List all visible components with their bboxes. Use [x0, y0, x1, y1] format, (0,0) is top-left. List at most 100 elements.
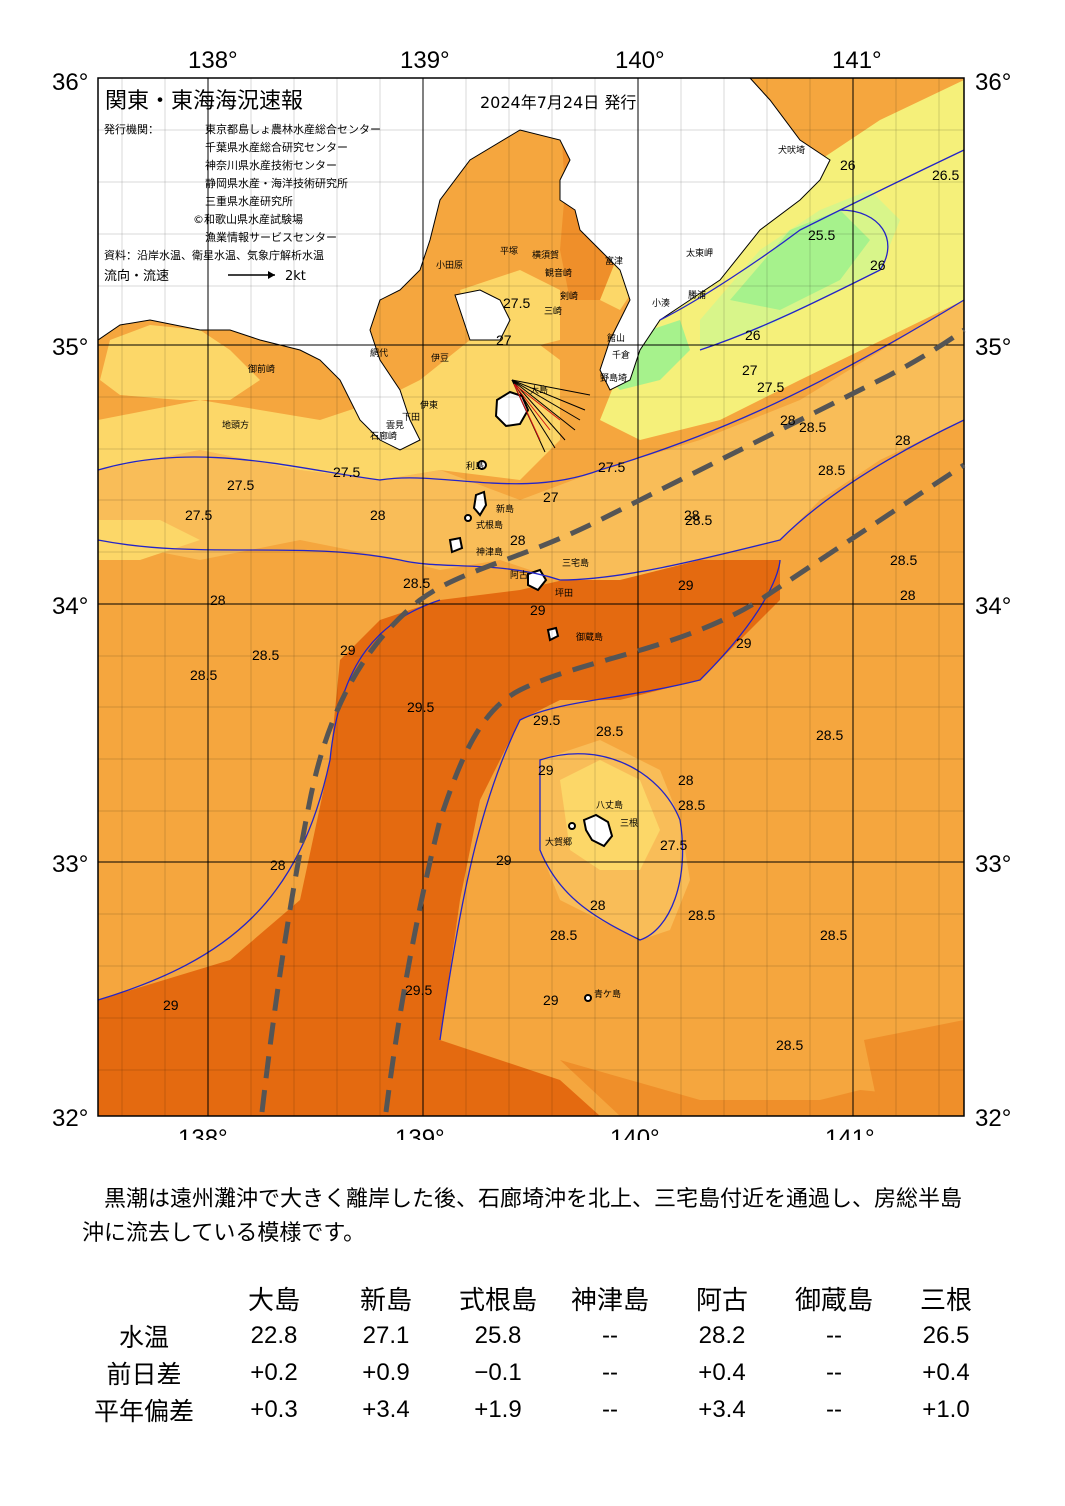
- isotherm-label: 29: [163, 997, 179, 1013]
- issuer-1: 東京都島しょ農林水産総合センター: [205, 122, 381, 136]
- site-header: 式根島: [458, 1286, 537, 1316]
- issuer-7: 漁業情報サービスセンター: [205, 230, 337, 244]
- isotherm-label: 28: [895, 432, 911, 448]
- place-label: 犬吠埼: [778, 144, 805, 156]
- issuer-label: 発行機関：: [104, 122, 159, 136]
- issuer-5: 三重県水産研究所: [205, 194, 293, 208]
- kuroshio-summary: 黒潮は遠州灘沖で大きく離岸した後、石廊埼沖を北上、三宅島付近を通過し、房総半島沖…: [82, 1187, 963, 1246]
- table-cell: --: [826, 1321, 842, 1349]
- isotherm-label: 28: [590, 897, 606, 913]
- isotherm-value-labels: 25.5 26 26 26.5 26 27 27 27 27.5 27.5 27…: [163, 157, 959, 1053]
- site-header: 神津島: [570, 1286, 649, 1316]
- isotherm-label: 29: [538, 762, 554, 778]
- place-label: 坪田: [555, 588, 573, 599]
- isotherm-label: 28.5: [820, 927, 847, 943]
- place-label: 地頭方: [222, 419, 249, 431]
- issuer-3: 神奈川県水産技術センター: [205, 158, 337, 172]
- lon-label: 138°: [188, 47, 238, 74]
- island-hachijojima: [582, 813, 614, 848]
- place-label: 大賀郷: [545, 836, 572, 848]
- table-cell: +0.2: [250, 1358, 298, 1386]
- isotherm-label: 28.5: [685, 512, 712, 528]
- isotherm-label: 28.5: [818, 462, 845, 478]
- isotherm-label: 26: [745, 327, 761, 343]
- isotherm-label: 27.5: [598, 459, 625, 475]
- lat-label: 35°: [975, 334, 1011, 361]
- place-label: 三宅島: [562, 557, 589, 569]
- place-label: 小田原: [436, 260, 463, 271]
- isotherm-label: 28: [684, 507, 700, 523]
- table-cell: 28.2: [698, 1321, 746, 1349]
- island-niijima: [472, 490, 488, 517]
- graticule: [97, 77, 965, 1117]
- table-cell: +0.9: [362, 1358, 410, 1386]
- data-sources: 資料：沿岸水温、衛星水温、気象庁解析水温: [104, 248, 324, 262]
- place-label: 剣崎: [560, 290, 578, 302]
- row-label: 水温: [118, 1322, 169, 1352]
- isotherm-label: 29: [496, 852, 512, 868]
- place-label: 千倉: [612, 349, 630, 361]
- fine-graticule: [98, 78, 964, 1116]
- lat-label: 35°: [52, 334, 88, 361]
- issuer-2: 千葉県水産総合研究センター: [205, 140, 348, 154]
- islands: [448, 390, 614, 1002]
- table-cell: --: [826, 1395, 842, 1423]
- island-hachijokojima: [568, 822, 576, 830]
- isotherm-label: 27: [496, 332, 512, 348]
- sea-temperature-shading: [98, 78, 964, 1116]
- site-header: 御蔵島: [794, 1286, 873, 1316]
- isotherm-label: 29: [530, 602, 546, 618]
- lon-label: 141°: [825, 1125, 875, 1140]
- island-aogashima: [584, 994, 592, 1002]
- place-label: 太東岬: [686, 247, 713, 259]
- isotherm-label: 25.5: [808, 227, 835, 243]
- place-label: 伊東: [420, 399, 438, 411]
- table-cell: +0.4: [922, 1358, 970, 1386]
- place-label: 青ケ島: [594, 988, 621, 1000]
- place-label: 小湊: [652, 297, 670, 309]
- table-cell: --: [602, 1358, 618, 1386]
- lat-label: 32°: [975, 1105, 1011, 1132]
- table-header-row: 大島 新島 式根島 神津島 阿古 御蔵島 三根: [70, 1280, 1002, 1317]
- place-label: 館山: [607, 332, 625, 344]
- table-cell: --: [602, 1395, 618, 1423]
- lon-label: 139°: [395, 1125, 445, 1140]
- table-row: 前日差 +0.2 +0.9 −0.1 -- +0.4 -- +0.4: [70, 1354, 1002, 1391]
- place-label: 下田: [402, 412, 420, 423]
- isotherm-label: 27.5: [227, 477, 254, 493]
- island-shikinejima: [464, 514, 472, 522]
- lat-label: 36°: [52, 69, 88, 96]
- place-label: 新島: [496, 503, 514, 515]
- table-cell: +1.9: [474, 1395, 522, 1423]
- lon-label: 140°: [615, 47, 665, 74]
- legend-label: 流向・流速: [104, 268, 169, 284]
- isotherm-label: 28.5: [596, 723, 623, 739]
- island-mikurajima: [546, 626, 560, 642]
- legend-arrowhead: [268, 271, 275, 279]
- isotherm-label: 29.5: [407, 699, 434, 715]
- issuer-6: ©和歌山県水産試験場: [193, 212, 303, 226]
- table-cell: +0.3: [250, 1395, 298, 1423]
- lat-label: 32°: [52, 1105, 88, 1132]
- island-toshima: [477, 460, 487, 470]
- isotherm-label: 28.5: [816, 727, 843, 743]
- place-label: 三根: [620, 817, 638, 829]
- isotherm-label: 28.5: [550, 927, 577, 943]
- table-cell: --: [602, 1321, 618, 1349]
- kuroshio-axis: [259, 327, 966, 1113]
- isotherm-lines: [97, 149, 965, 1041]
- isotherm-label: 28: [370, 507, 386, 523]
- isotherm-label: 28.5: [776, 1037, 803, 1053]
- isotherm-label: 28: [678, 772, 694, 788]
- place-label: 神津島: [476, 546, 503, 558]
- table-cell: 26.5: [922, 1321, 970, 1349]
- place-labels: 犬吠埼 太東岬 勝浦 小湊 千倉 館山 野島埼 富津 横須賀 観音崎 剣崎 三崎…: [222, 144, 805, 1000]
- site-header: 大島: [247, 1286, 300, 1316]
- isotherm-label: 27.5: [660, 837, 687, 853]
- island-oshima: [494, 390, 530, 428]
- isotherm-label: 27: [543, 489, 559, 505]
- map-title: 関東・東海海況速報: [105, 89, 303, 114]
- isotherm-label: 28.5: [252, 647, 279, 663]
- table-row: 平年偏差 +0.3 +3.4 +1.9 -- +3.4 -- +1.0: [70, 1391, 1002, 1428]
- site-header: 新島: [359, 1286, 412, 1316]
